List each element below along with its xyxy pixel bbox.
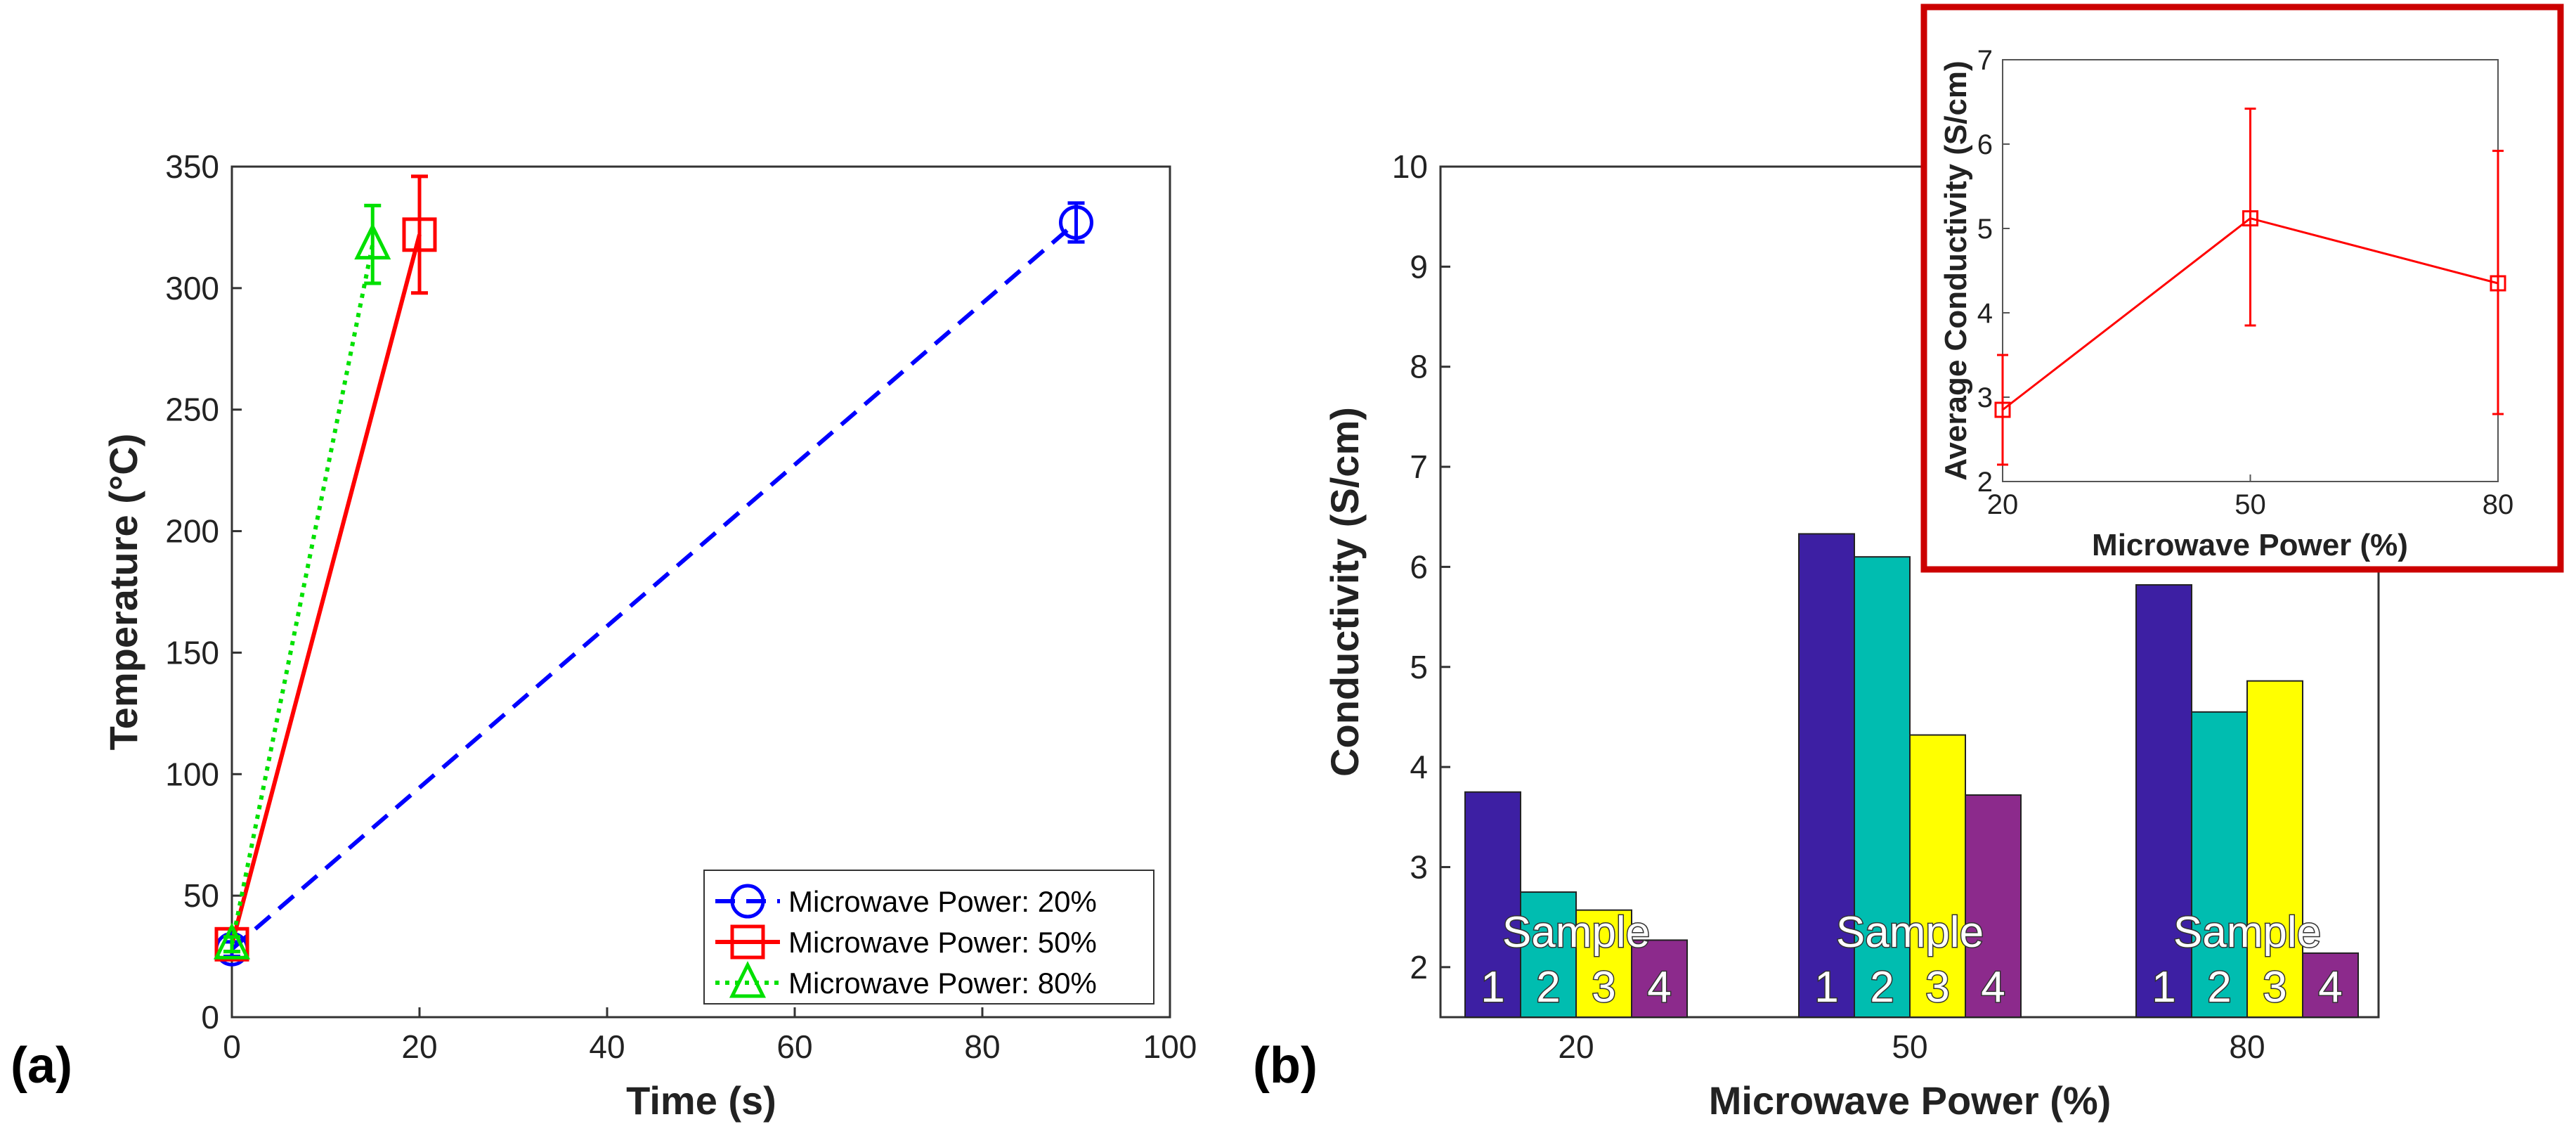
sample-number-label: 1 — [1814, 963, 1838, 1012]
chart-a-legend: Microwave Power: 20% Microwave Power: 50%… — [703, 870, 1154, 1005]
panel-label-b: (b) — [1253, 1038, 1318, 1094]
inset-y-tick-label: 6 — [1977, 129, 1993, 160]
y-tick-label: 8 — [1410, 349, 1428, 385]
sample-number-label: 3 — [1925, 963, 1949, 1012]
sample-number-label: 4 — [1981, 963, 2005, 1012]
inset-chart: 20 50 80 2 3 4 5 6 7 Microwave Power (%) Average… — [1920, 4, 2564, 573]
y-tick-label: 50 — [183, 877, 219, 914]
legend-marker — [729, 961, 767, 998]
legend-label: Microwave Power: 80% — [788, 967, 1097, 1000]
sample-number-label: 4 — [1647, 963, 1671, 1012]
chart-b-xlabel: Microwave Power (%) — [1709, 1078, 2112, 1123]
y-tick-label: 3 — [1410, 848, 1428, 885]
x-tick-label: 40 — [589, 1028, 625, 1065]
y-tick-label: 300 — [165, 270, 219, 306]
y-tick-label: 5 — [1410, 649, 1428, 685]
y-tick-label: 250 — [165, 392, 219, 428]
x-tick-label: 80 — [964, 1028, 1000, 1065]
panel-label-a: (a) — [11, 1038, 72, 1094]
legend-label: Microwave Power: 50% — [788, 926, 1097, 959]
inset-x-tick-label: 20 — [1987, 489, 2019, 520]
inset-y-tick-label: 4 — [1977, 298, 1993, 329]
series-line-1 — [230, 221, 1078, 951]
y-tick-label: 350 — [165, 148, 219, 185]
sample-number-label: 4 — [2318, 963, 2342, 1012]
x-tick-label: 80 — [2229, 1028, 2265, 1065]
sample-number-label: 3 — [2263, 963, 2286, 1012]
chart-a-xlabel: Time (s) — [626, 1078, 776, 1123]
series-line-3 — [230, 244, 375, 945]
data-point — [402, 217, 437, 252]
x-tick-label: 50 — [1892, 1028, 1927, 1065]
x-tick-label: 20 — [401, 1028, 437, 1065]
y-tick-label: 9 — [1410, 248, 1428, 285]
x-tick-label: 20 — [1558, 1028, 1594, 1065]
inset-frame — [1920, 4, 2564, 573]
inset-data-point — [1994, 401, 2011, 418]
inset-y-tick-label: 7 — [1977, 45, 1993, 76]
series-line-2 — [230, 234, 422, 945]
legend-marker — [730, 924, 765, 960]
data-point — [1059, 205, 1093, 240]
legend-marker — [730, 884, 765, 919]
sample-number-label: 2 — [1536, 963, 1560, 1012]
legend-box — [703, 870, 1154, 1005]
bar — [2135, 584, 2192, 1018]
sample-number-label: 1 — [2152, 963, 2175, 1012]
y-tick-label: 10 — [1392, 148, 1428, 185]
inset-data-point — [2242, 210, 2258, 227]
data-point — [213, 922, 251, 960]
bar — [2302, 952, 2359, 1019]
chart-a-ylabel: Temperature (°C) — [101, 434, 145, 751]
inset-xlabel: Microwave Power (%) — [2092, 528, 2408, 562]
x-tick-label: 100 — [1143, 1028, 1197, 1065]
chart-b-ylabel: Conductivity (S/cm) — [1322, 407, 1367, 777]
sample-overlay-label: Sample — [1502, 908, 1650, 957]
chart-a: 0 20 40 60 80 100 0 50 100 150 200 250 300 350 Time (… — [11, 148, 1197, 1123]
y-tick-label: 0 — [201, 999, 219, 1035]
bar — [1909, 734, 1966, 1018]
sample-number-label: 3 — [1592, 963, 1615, 1012]
sample-overlay-label: Sample — [2173, 908, 2321, 957]
inset-data-point — [2490, 275, 2506, 292]
bar — [1965, 794, 2022, 1018]
bar — [2246, 680, 2303, 1018]
sample-number-label: 2 — [2207, 963, 2231, 1012]
y-tick-label: 4 — [1410, 749, 1428, 785]
sample-overlay-label: Sample — [1836, 908, 1984, 957]
inset-ylabel: Average Conductivity (S/cm) — [1939, 60, 1973, 480]
x-tick-label: 0 — [223, 1028, 241, 1065]
inset-y-tick-label: 3 — [1977, 382, 1993, 413]
inset-y-tick-label: 2 — [1977, 467, 1993, 498]
sample-number-label: 1 — [1481, 963, 1504, 1012]
sample-number-label: 2 — [1870, 963, 1894, 1012]
bar — [2191, 711, 2248, 1019]
bar — [1854, 556, 1911, 1018]
data-point — [354, 222, 391, 260]
bar — [1631, 939, 1688, 1018]
x-tick-label: 60 — [776, 1028, 812, 1065]
bar — [1575, 909, 1632, 1019]
y-tick-label: 7 — [1410, 448, 1428, 485]
legend-label: Microwave Power: 20% — [788, 885, 1097, 918]
y-tick-label: 100 — [165, 756, 219, 792]
bar — [1798, 533, 1855, 1018]
y-tick-label: 200 — [165, 513, 219, 550]
inset-y-tick-label: 5 — [1977, 214, 1993, 245]
y-tick-label: 6 — [1410, 548, 1428, 585]
inset-x-tick-label: 50 — [2235, 489, 2266, 520]
y-tick-label: 2 — [1410, 949, 1428, 986]
inset-x-tick-label: 80 — [2483, 489, 2514, 520]
y-tick-label: 150 — [165, 634, 219, 671]
